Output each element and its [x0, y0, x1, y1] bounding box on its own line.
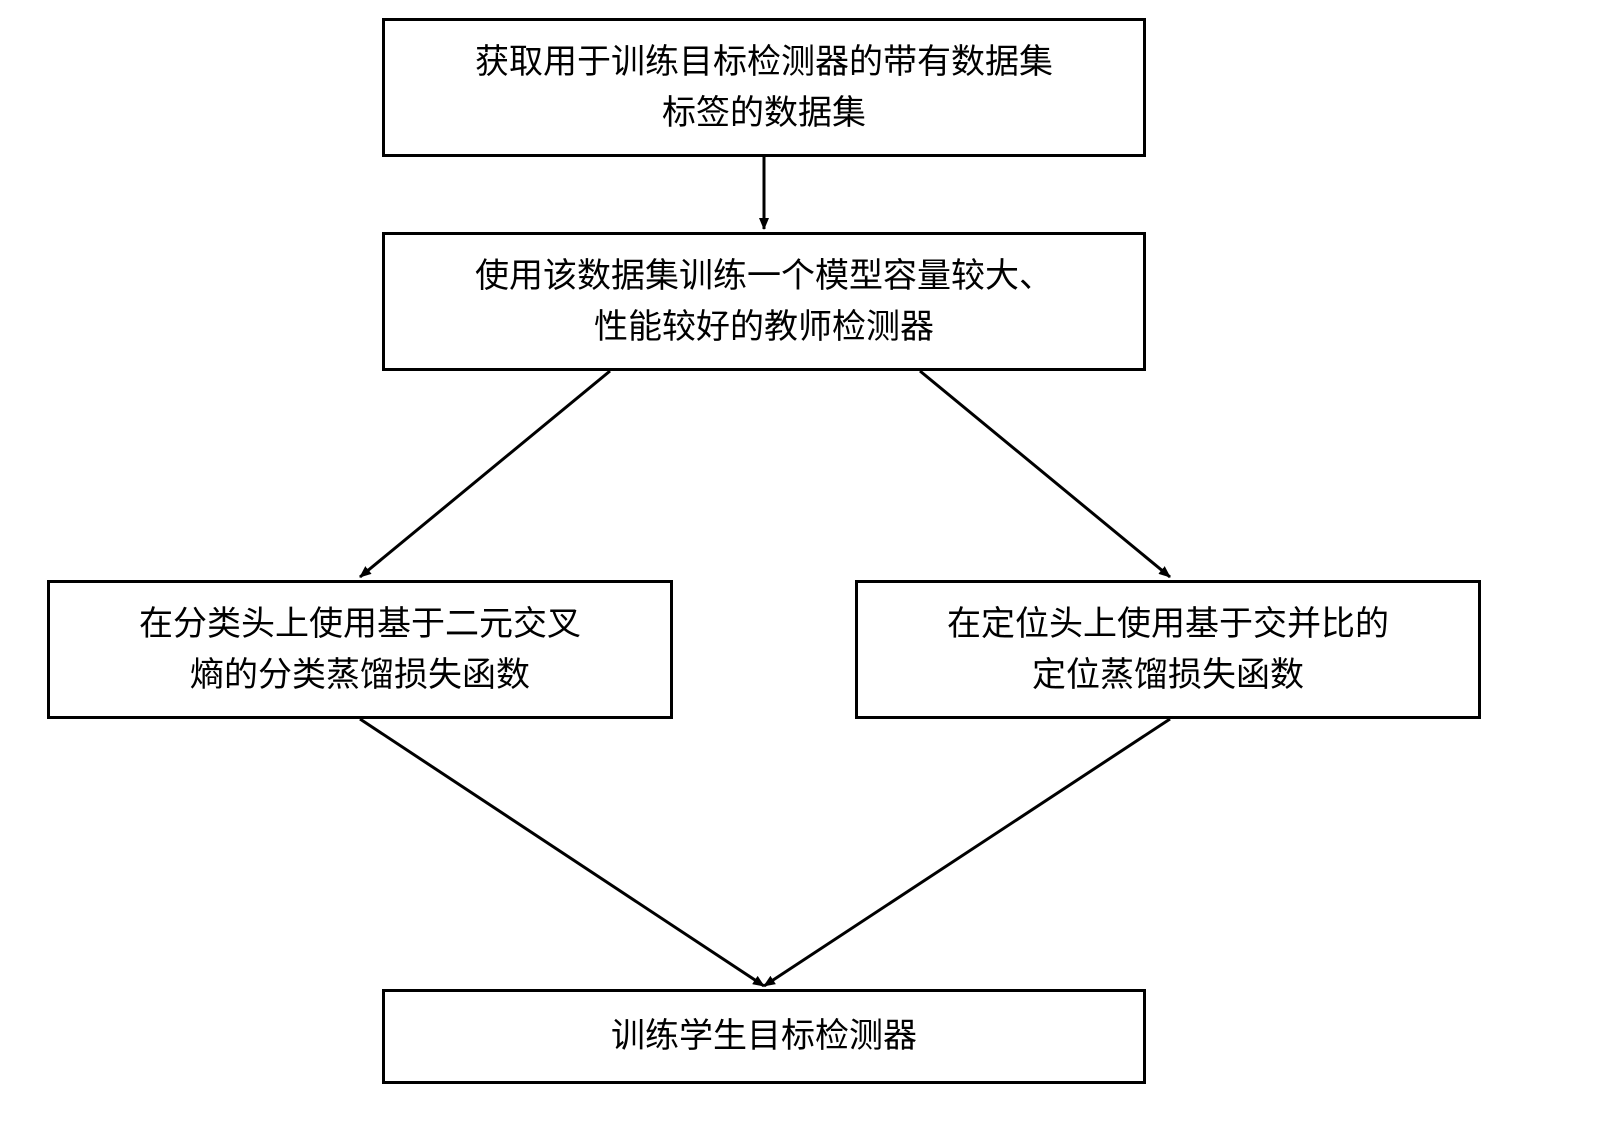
node-text: 获取用于训练目标检测器的带有数据集标签的数据集 [475, 37, 1053, 139]
edge-n2-n3 [360, 371, 610, 577]
flowchart-node-5: 训练学生目标检测器 [382, 989, 1146, 1084]
node-text: 使用该数据集训练一个模型容量较大、性能较好的教师检测器 [475, 251, 1053, 353]
flowchart-node-3: 在分类头上使用基于二元交叉熵的分类蒸馏损失函数 [47, 580, 673, 719]
flowchart-node-1: 获取用于训练目标检测器的带有数据集标签的数据集 [382, 18, 1146, 157]
node-text: 在定位头上使用基于交并比的定位蒸馏损失函数 [947, 599, 1389, 701]
edge-n3-n5 [360, 719, 764, 986]
edge-n2-n4 [920, 371, 1170, 577]
edge-n4-n5 [764, 719, 1170, 986]
node-text: 在分类头上使用基于二元交叉熵的分类蒸馏损失函数 [139, 599, 581, 701]
node-text: 训练学生目标检测器 [611, 1011, 917, 1062]
flowchart-node-4: 在定位头上使用基于交并比的定位蒸馏损失函数 [855, 580, 1481, 719]
flowchart-node-2: 使用该数据集训练一个模型容量较大、性能较好的教师检测器 [382, 232, 1146, 371]
flowchart-edges [0, 0, 1603, 1147]
